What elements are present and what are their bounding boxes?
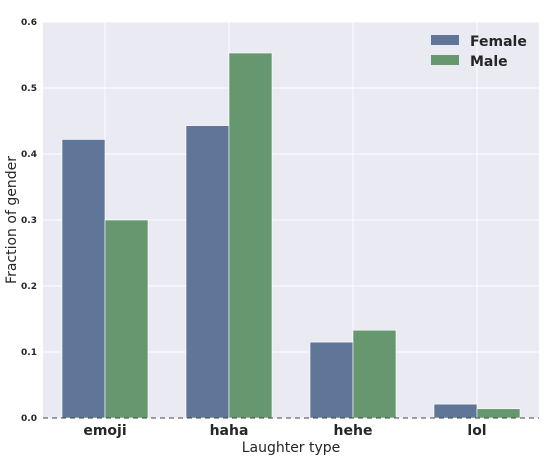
x-tick-label-lol: lol: [467, 423, 486, 439]
bar-male-hehe: [352, 329, 397, 419]
legend-swatch-female: [431, 35, 459, 45]
y-tick-label: 0.0: [21, 414, 37, 424]
x-tick-label-hehe: hehe: [334, 423, 373, 439]
x-tick-label-haha: haha: [210, 423, 249, 439]
bar-male-emoji: [104, 219, 149, 419]
y-tick-label: 0.5: [21, 84, 37, 94]
bar-male-lol: [476, 408, 521, 419]
bar-male-haha: [228, 52, 273, 419]
y-tick-label: 0.3: [21, 216, 37, 226]
bar-female-hehe: [309, 341, 354, 419]
x-tick-label-emoji: emoji: [83, 423, 126, 439]
x-axis-label: Laughter type: [242, 440, 341, 456]
bar-female-haha: [185, 125, 230, 419]
bar-female-lol: [433, 403, 478, 419]
legend-label-female: Female: [470, 34, 527, 50]
y-tick-label: 0.6: [21, 18, 37, 28]
y-axis-label: Fraction of gender: [4, 156, 20, 284]
bars: [61, 52, 521, 419]
x-tick-labels: emoji haha hehe lol: [83, 423, 486, 439]
legend: Female Male: [431, 34, 527, 70]
legend-label-male: Male: [470, 54, 508, 70]
y-tick-labels: 0.0 0.1 0.2 0.3 0.4 0.5 0.6: [21, 18, 37, 424]
y-tick-label: 0.1: [21, 348, 37, 358]
y-tick-label: 0.2: [21, 282, 37, 292]
bar-female-emoji: [61, 139, 106, 419]
legend-swatch-male: [431, 55, 459, 65]
y-tick-label: 0.4: [21, 150, 37, 160]
